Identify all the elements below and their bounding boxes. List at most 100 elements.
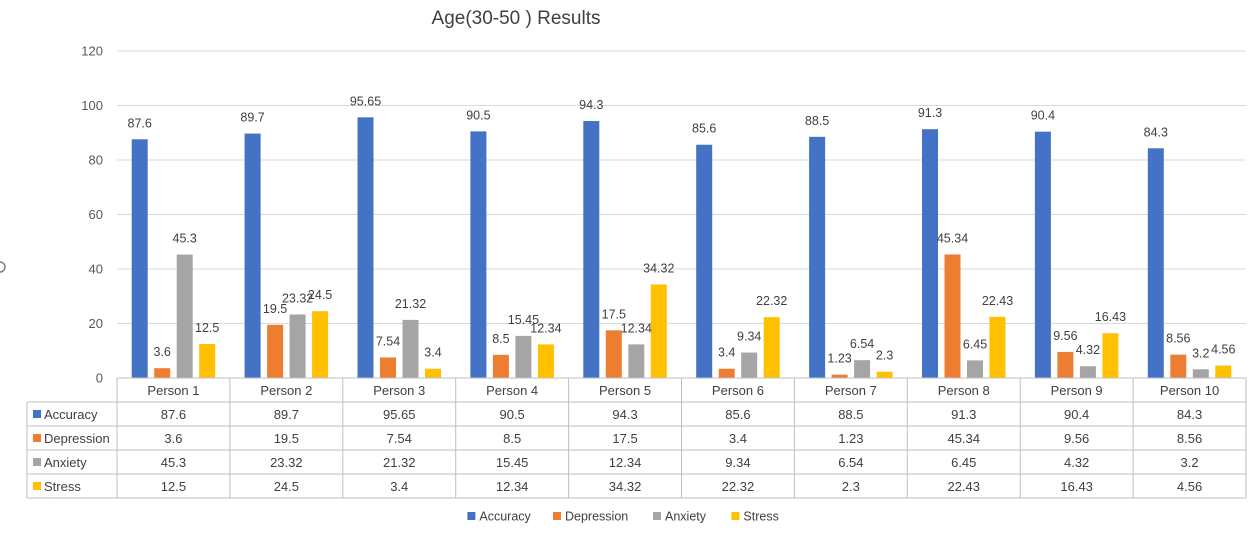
data-label: 90.5: [466, 108, 490, 122]
data-label: 94.3: [579, 98, 603, 112]
table-cell: 23.32: [270, 455, 303, 470]
data-label: 45.3: [173, 232, 197, 246]
bar: [470, 131, 487, 378]
y-tick-label: 120: [81, 44, 103, 59]
data-label: 9.56: [1053, 329, 1077, 343]
legend-swatch: [553, 512, 561, 520]
y-tick-label: 0: [96, 371, 103, 386]
bar: [425, 368, 441, 378]
bar: [357, 117, 374, 378]
series-name: Stress: [44, 479, 81, 494]
data-label: 84.3: [1144, 125, 1168, 139]
bar: [1057, 351, 1074, 378]
data-label: 12.34: [621, 321, 652, 335]
bar: [1079, 366, 1096, 378]
bar: [267, 324, 284, 378]
table-cell: 22.32: [722, 479, 755, 494]
bar: [380, 357, 396, 378]
table-cell: 84.3: [1177, 407, 1202, 422]
data-label: 89.7: [240, 111, 264, 125]
data-label: 21.32: [395, 297, 426, 311]
bar: [176, 254, 193, 378]
bar: [854, 360, 871, 378]
table-cell: 34.32: [609, 479, 642, 494]
bar: [1215, 365, 1232, 378]
table-cell: 87.6: [161, 407, 186, 422]
bar: [741, 352, 758, 378]
data-label: 17.5: [602, 307, 626, 321]
category-label: Person 5: [599, 383, 651, 398]
bar: [696, 144, 713, 378]
data-label: 91.3: [918, 106, 942, 120]
series-key: [33, 434, 41, 442]
data-label: 9.34: [737, 330, 761, 344]
table-cell: 12.34: [609, 455, 642, 470]
series-key: [33, 410, 41, 418]
series-key: [33, 458, 41, 466]
series-name: Accuracy: [44, 407, 98, 422]
table-cell: 1.23: [838, 431, 863, 446]
series-name: Depression: [44, 431, 110, 446]
edge-handle-icon[interactable]: [0, 261, 6, 273]
data-label: 45.34: [937, 231, 968, 245]
table-cell: 3.2: [1181, 455, 1199, 470]
bar: [492, 354, 509, 378]
category-label: Person 3: [373, 383, 425, 398]
table-cell: 90.4: [1064, 407, 1089, 422]
table-cell: 15.45: [496, 455, 529, 470]
table-cell: 4.32: [1064, 455, 1089, 470]
data-label: 85.6: [692, 122, 716, 136]
data-label: 23.32: [282, 291, 313, 305]
table-cell: 2.3: [842, 479, 860, 494]
legend-swatch: [467, 512, 476, 520]
bar: [289, 314, 306, 378]
table-cell: 9.56: [1064, 431, 1089, 446]
table-cell: 8.56: [1177, 431, 1202, 446]
bar: [718, 368, 735, 378]
bar: [244, 133, 261, 378]
table-cell: 6.45: [951, 455, 976, 470]
bar: [1102, 333, 1119, 378]
data-label: 4.32: [1076, 343, 1100, 357]
bar: [199, 343, 216, 378]
series-key: [33, 482, 41, 490]
category-label: Person 10: [1160, 383, 1219, 398]
data-label: 6.45: [963, 337, 987, 351]
legend-swatch: [653, 512, 661, 520]
bar: [605, 330, 622, 378]
bar: [831, 374, 848, 378]
legend-label: Anxiety: [665, 510, 707, 524]
data-label: 16.43: [1095, 310, 1126, 324]
category-label: Person 2: [260, 383, 312, 398]
bar: [515, 335, 532, 378]
table-cell: 4.56: [1177, 479, 1202, 494]
table-cell: 88.5: [838, 407, 863, 422]
data-label: 90.4: [1031, 109, 1055, 123]
table-cell: 24.5: [274, 479, 299, 494]
bar: [312, 311, 329, 378]
table-cell: 21.32: [383, 455, 416, 470]
data-label: 8.5: [492, 332, 509, 346]
bar: [1192, 369, 1209, 378]
data-table: Person 1 Person 2 Person 3 Person 4 Person 5…: [26, 377, 1247, 499]
data-label: 6.54: [850, 337, 874, 351]
table-cell: 9.34: [725, 455, 750, 470]
bar: [537, 344, 554, 378]
legend-label: Stress: [743, 510, 778, 524]
table-cell: 3.4: [390, 479, 408, 494]
data-label: 22.43: [982, 294, 1013, 308]
data-label: 34.32: [643, 261, 674, 275]
chart-title: Age(30-50 ) Results: [432, 8, 601, 29]
gridlines: [117, 50, 1246, 324]
category-label: Person 4: [486, 383, 538, 398]
table-cell: 89.7: [274, 407, 299, 422]
category-label: Person 8: [938, 383, 990, 398]
y-tick-label: 60: [89, 207, 103, 222]
table-cell: 91.3: [951, 407, 976, 422]
bar: [131, 139, 148, 378]
legend-label: Depression: [565, 510, 628, 524]
legend-label: Accuracy: [479, 510, 531, 524]
data-label: 2.3: [876, 349, 893, 363]
category-label: Person 1: [147, 383, 199, 398]
